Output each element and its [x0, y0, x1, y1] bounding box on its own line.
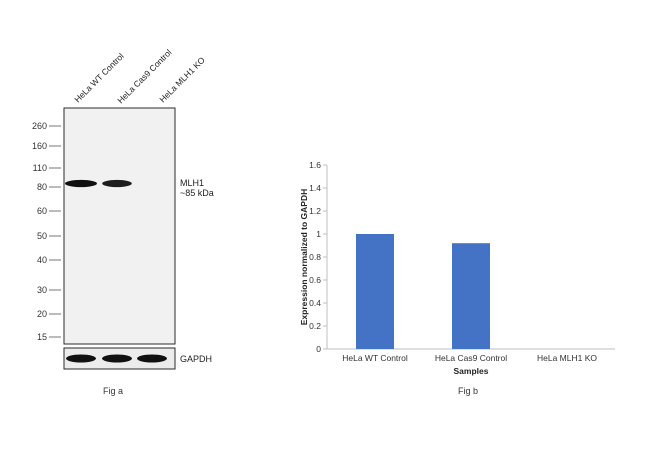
y-tick-label: 1.4: [309, 183, 321, 193]
loading-band: [66, 354, 96, 363]
target-band: [102, 179, 132, 188]
marker-label: 20: [37, 309, 47, 319]
marker-label: 260: [32, 121, 47, 131]
y-tick-label: 1: [316, 229, 321, 239]
x-tick-label: HeLa Cas9 Control: [435, 353, 507, 363]
x-tick-label: HeLa WT Control: [342, 353, 408, 363]
blot-membrane: [63, 107, 176, 345]
marker-label: 40: [37, 255, 47, 265]
loading-bands: [66, 354, 167, 363]
marker-label: 80: [37, 182, 47, 192]
marker-label: 50: [37, 231, 47, 241]
loading-band: [102, 354, 132, 363]
marker-label: 160: [32, 141, 47, 151]
x-axis-ticks: HeLa WT Control HeLa Cas9 Control HeLa MLH…: [342, 353, 597, 363]
loading-control-label: GAPDH: [180, 354, 212, 364]
fig-a-caption: Fig a: [103, 386, 123, 396]
target-bands: [65, 179, 132, 188]
y-tick-label: 0.6: [309, 275, 321, 285]
marker-label: 60: [37, 206, 47, 216]
x-tick-label: HeLa MLH1 KO: [537, 353, 597, 363]
bar: [452, 243, 490, 349]
loading-band: [137, 354, 167, 363]
y-tick-label: 1.6: [309, 160, 321, 170]
target-label-size: ~85 kDa: [180, 188, 214, 198]
y-tick-label: 0.8: [309, 252, 321, 262]
y-tick-label: 0: [316, 344, 321, 354]
bar-chart: 00.20.40.60.811.21.41.6 HeLa WT Control H…: [299, 160, 615, 396]
y-tick-label: 0.2: [309, 321, 321, 331]
bars: [356, 234, 490, 349]
marker-label: 15: [37, 332, 47, 342]
y-tick-label: 1.2: [309, 206, 321, 216]
bar: [356, 234, 394, 349]
y-tick-label: 0.4: [309, 298, 321, 308]
target-label-name: MLH1: [180, 178, 204, 188]
y-axis-title: Expression normalized to GAPDH: [299, 189, 309, 326]
molecular-weight-markers: 260 160 110 80 60 50 40 30 20 15: [32, 121, 61, 342]
western-blot: HeLa WT Control HeLa Cas9 Control HeLa M…: [32, 47, 214, 396]
target-band: [65, 179, 97, 188]
x-axis-title: Samples: [454, 366, 489, 376]
y-axis-ticks: 0 0.2 0.4 0.6 0.8 1 1.2 1.4 1.6: [309, 160, 327, 354]
marker-label: 110: [33, 163, 47, 173]
fig-b-caption: Fig b: [458, 386, 478, 396]
marker-label: 30: [37, 285, 47, 295]
